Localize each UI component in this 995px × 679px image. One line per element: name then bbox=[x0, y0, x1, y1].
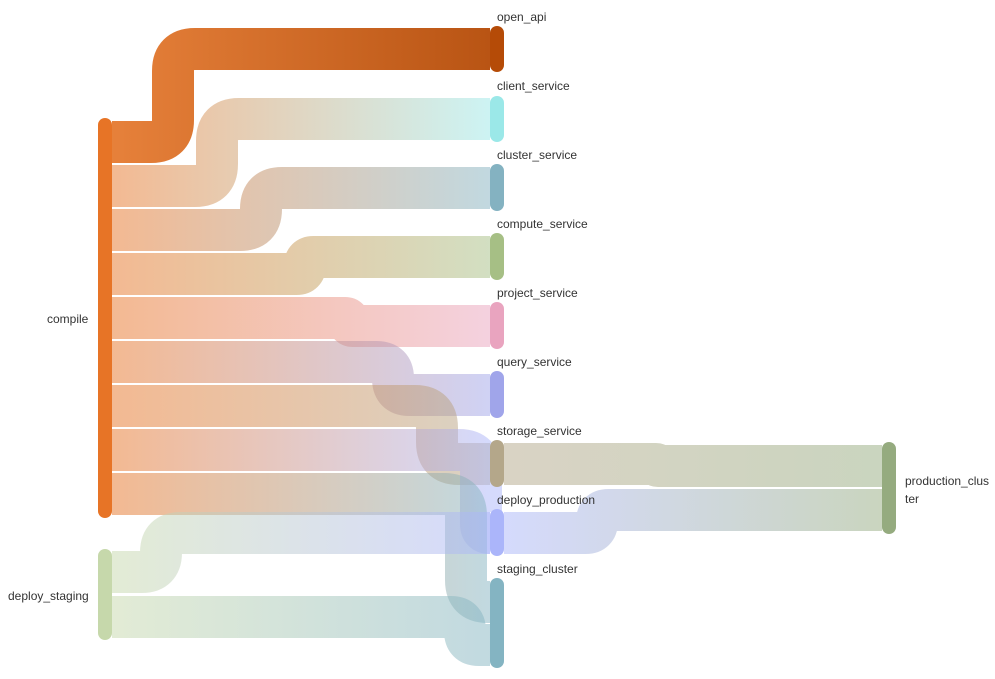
link-compile-to-project_service[interactable]: compile → project_service bbox=[112, 297, 490, 347]
link-deploy_production-to-production_cluster[interactable]: deploy_production → production_cluster bbox=[504, 489, 882, 554]
node-compile[interactable] bbox=[98, 118, 112, 518]
node-cluster-service[interactable] bbox=[490, 164, 504, 211]
label-deploy-production: deploy_production bbox=[497, 493, 595, 507]
label-staging-cluster: staging_cluster bbox=[497, 562, 578, 576]
link-deploy_staging-to-deploy_production[interactable]: deploy_staging → deploy_production bbox=[112, 512, 490, 593]
node-client-service[interactable] bbox=[490, 96, 504, 142]
label-client-service: client_service bbox=[497, 79, 570, 93]
label-open-api: open_api bbox=[497, 10, 546, 24]
labels-layer: compile deploy_staging open_api client_serv… bbox=[8, 10, 989, 603]
node-open-api[interactable] bbox=[490, 26, 504, 72]
label-deploy-staging: deploy_staging bbox=[8, 589, 89, 603]
node-compute-service[interactable] bbox=[490, 233, 504, 280]
link-storage_service-to-production_cluster[interactable]: storage_service → production_cluster bbox=[504, 443, 882, 487]
node-staging-cluster[interactable] bbox=[490, 578, 504, 668]
nodes-layer bbox=[98, 26, 896, 668]
label-project-service: project_service bbox=[497, 286, 578, 300]
label-compile: compile bbox=[47, 312, 89, 326]
label-query-service: query_service bbox=[497, 355, 572, 369]
link-compile-to-open_api[interactable]: compile → open_api bbox=[112, 28, 490, 163]
node-deploy-production[interactable] bbox=[490, 509, 504, 556]
node-storage-service[interactable] bbox=[490, 440, 504, 487]
label-storage-service: storage_service bbox=[497, 424, 582, 438]
label-cluster-service: cluster_service bbox=[497, 148, 577, 162]
node-project-service[interactable] bbox=[490, 302, 504, 349]
node-production-cluster[interactable] bbox=[882, 442, 896, 534]
node-query-service[interactable] bbox=[490, 371, 504, 418]
link-compile-to-cluster_service[interactable]: compile → cluster_service bbox=[112, 167, 490, 251]
link-deploy_staging-to-staging_cluster[interactable]: deploy_staging → staging_cluster bbox=[112, 596, 490, 666]
node-deploy-staging[interactable] bbox=[98, 549, 112, 640]
link-compile-to-compute_service[interactable]: compile → compute_service bbox=[112, 236, 490, 295]
links-layer: compile → open_apicompile → client_servi… bbox=[112, 28, 882, 666]
label-compute-service: compute_service bbox=[497, 217, 588, 231]
link-compile-to-client_service[interactable]: compile → client_service bbox=[112, 98, 490, 207]
